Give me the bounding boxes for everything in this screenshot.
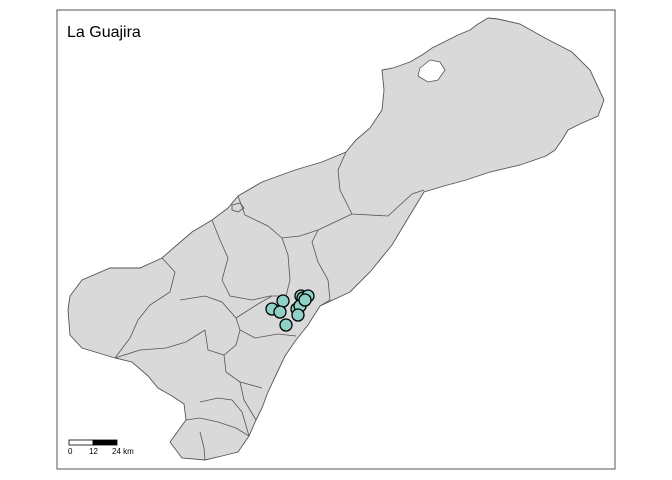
marker-layer [265, 289, 315, 332]
map-marker [273, 305, 287, 319]
department-outline [67, 17, 605, 461]
municipality-borders [114, 151, 425, 461]
map-marker [298, 293, 312, 307]
scale-label-24km: 24 km [112, 447, 134, 456]
map-title: La Guajira [67, 24, 141, 41]
scale-label-12: 12 [89, 447, 98, 456]
map-marker [279, 318, 293, 332]
map-marker [276, 294, 290, 308]
scale-bar-segment-white [68, 439, 94, 446]
scale-bar-segment-black [92, 439, 118, 446]
scale-label-0: 0 [68, 447, 73, 456]
scale-bar: 0 12 24 km [68, 439, 134, 456]
map-marker [291, 308, 305, 322]
inner-lake [417, 59, 446, 83]
